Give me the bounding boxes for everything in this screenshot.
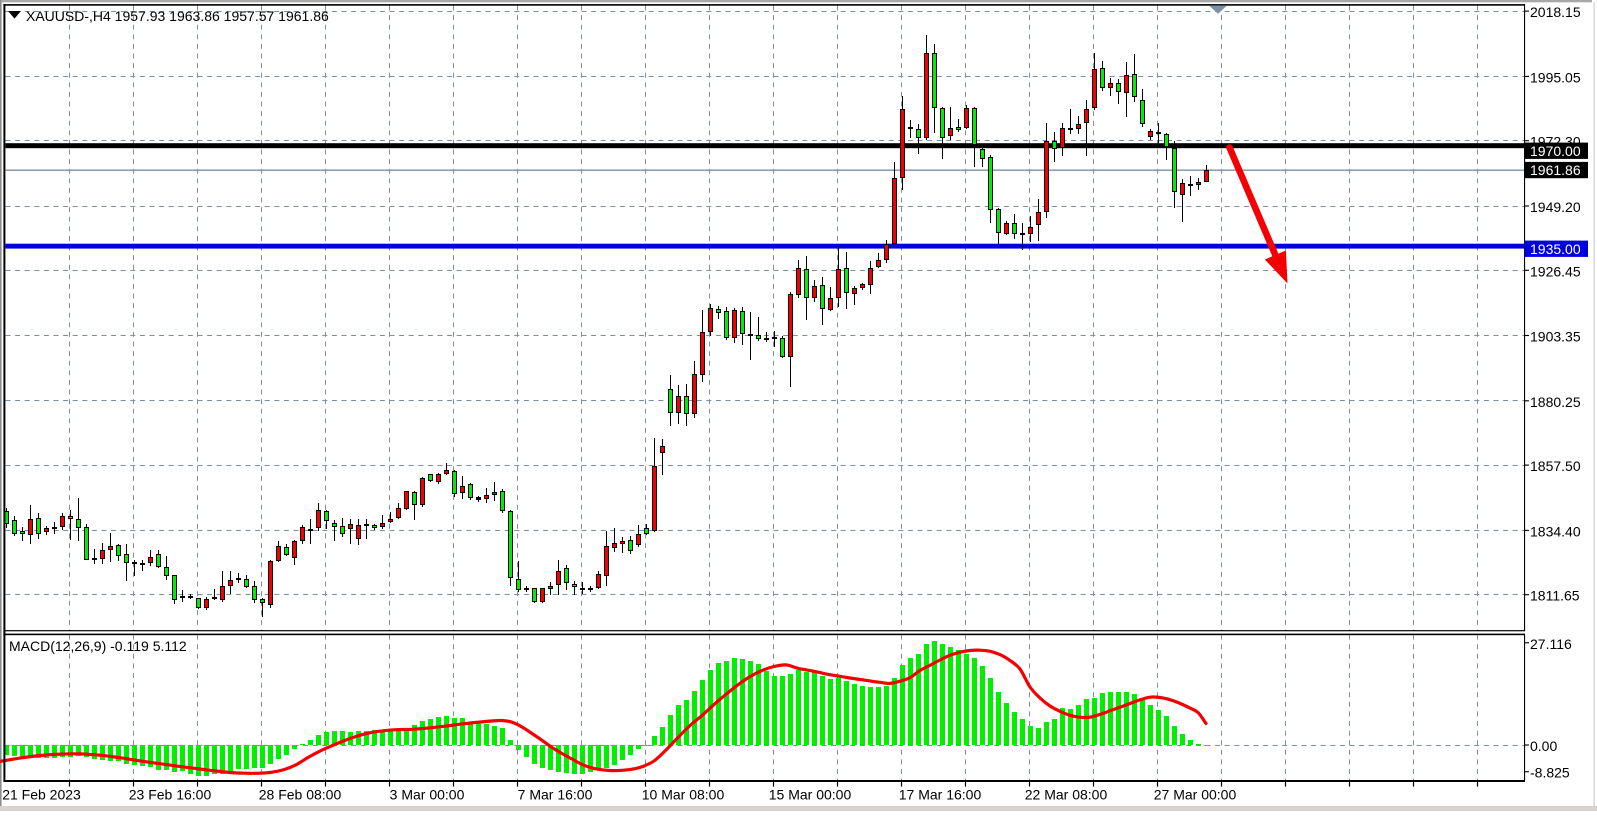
svg-text:7 Mar 16:00: 7 Mar 16:00 bbox=[518, 786, 593, 802]
svg-text:1961.86: 1961.86 bbox=[1530, 162, 1581, 178]
svg-text:23 Feb 16:00: 23 Feb 16:00 bbox=[129, 786, 212, 802]
svg-text:28 Feb 08:00: 28 Feb 08:00 bbox=[259, 786, 342, 802]
svg-text:1903.35: 1903.35 bbox=[1530, 329, 1581, 345]
svg-text:1926.45: 1926.45 bbox=[1530, 263, 1581, 279]
svg-text:-8.825: -8.825 bbox=[1530, 765, 1570, 781]
svg-text:17 Mar 16:00: 17 Mar 16:00 bbox=[899, 786, 982, 802]
svg-text:27.116: 27.116 bbox=[1530, 636, 1572, 652]
svg-text:3 Mar 00:00: 3 Mar 00:00 bbox=[390, 786, 465, 802]
svg-text:15 Mar 00:00: 15 Mar 00:00 bbox=[769, 786, 852, 802]
svg-text:27 Mar 00:00: 27 Mar 00:00 bbox=[1154, 786, 1237, 802]
svg-text:0.00: 0.00 bbox=[1530, 738, 1557, 754]
svg-text:1811.65: 1811.65 bbox=[1530, 588, 1580, 604]
svg-text:1970.00: 1970.00 bbox=[1530, 143, 1581, 159]
svg-text:XAUUSD-,H4 1957.93 1963.86 19: XAUUSD-,H4 1957.93 1963.86 1957.57 1961.… bbox=[26, 8, 329, 24]
svg-text:1857.50: 1857.50 bbox=[1530, 458, 1581, 474]
svg-text:1935.00: 1935.00 bbox=[1530, 241, 1581, 257]
svg-text:22 Mar 08:00: 22 Mar 08:00 bbox=[1025, 786, 1108, 802]
svg-text:21 Feb 2023: 21 Feb 2023 bbox=[2, 786, 81, 802]
svg-text:1880.25: 1880.25 bbox=[1530, 394, 1581, 410]
svg-text:1995.05: 1995.05 bbox=[1530, 69, 1581, 85]
svg-text:MACD(12,26,9) -0.119 5.112: MACD(12,26,9) -0.119 5.112 bbox=[9, 638, 187, 654]
svg-text:2018.15: 2018.15 bbox=[1530, 4, 1581, 20]
svg-text:10 Mar 08:00: 10 Mar 08:00 bbox=[642, 786, 725, 802]
svg-text:1834.40: 1834.40 bbox=[1530, 523, 1581, 539]
svg-text:1949.20: 1949.20 bbox=[1530, 199, 1581, 215]
